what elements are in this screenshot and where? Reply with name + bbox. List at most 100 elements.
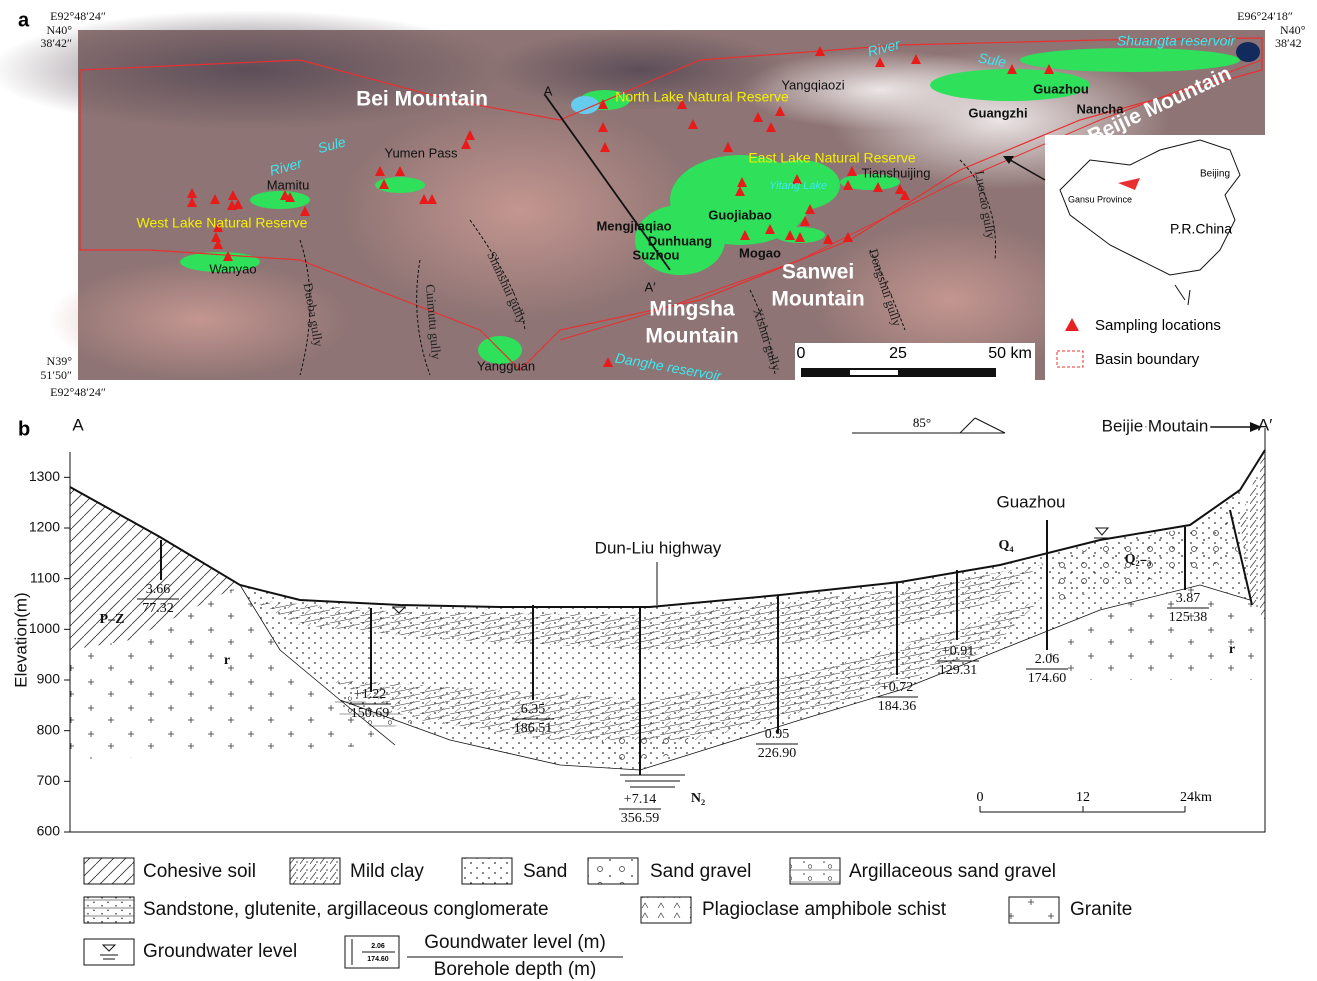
legend-swatch xyxy=(1009,897,1059,923)
town: Suzhou xyxy=(633,247,680,262)
scale-label: 0 xyxy=(797,345,806,362)
coord: N40° xyxy=(47,23,73,37)
legend-label: Granite xyxy=(1070,899,1132,920)
coord: N40° xyxy=(1280,23,1306,37)
legend-swatch xyxy=(462,858,512,884)
y-axis-title: Elevation(m) xyxy=(11,592,30,687)
borehole-level: +0.72 xyxy=(881,680,913,695)
scale-bar xyxy=(801,368,996,377)
legend-swatch xyxy=(84,897,134,923)
water: Yitang Lake xyxy=(769,180,827,192)
panel-label: b xyxy=(18,418,30,440)
borehole-depth: 174.60 xyxy=(1028,671,1067,686)
scale-bar xyxy=(850,370,898,375)
coord: 38′42″ xyxy=(40,36,72,50)
stratum-label: Q₄ xyxy=(998,538,1014,553)
legend-label: Mild clay xyxy=(350,861,424,882)
town: Wanyao xyxy=(209,261,256,276)
y-tick-label: 1200 xyxy=(29,519,60,535)
shape xyxy=(1020,48,1240,72)
borehole-level: 0.95 xyxy=(765,727,790,742)
mountain: Mingsha xyxy=(649,298,734,321)
legend-label: Basin boundary xyxy=(1095,351,1200,368)
legend-icon-text: 174.60 xyxy=(367,956,389,963)
borehole-depth: 77.32 xyxy=(142,601,174,616)
town: Tianshuijing xyxy=(862,165,931,180)
y-tick-label: 1000 xyxy=(29,620,60,636)
reserve: East Lake Natural Reserve xyxy=(748,150,916,166)
stratum-label: P–Z xyxy=(100,612,125,627)
legend-swatch xyxy=(790,858,840,884)
coord: N39° xyxy=(47,354,73,368)
panel-label: a xyxy=(18,9,30,31)
section-end: A′ xyxy=(1258,415,1273,434)
town: Guojiabao xyxy=(708,207,772,222)
coord: E92°48′24″ xyxy=(50,385,106,399)
legend-label: Goundwater level (m) xyxy=(424,932,606,953)
town: Mamitu xyxy=(267,177,310,192)
coord: E92°48′24″ xyxy=(50,9,106,23)
borehole-level: 3.66 xyxy=(146,582,171,597)
borehole-base xyxy=(620,775,685,787)
reserve: West Lake Natural Reserve xyxy=(137,215,308,231)
annotation: Dun-Liu highway xyxy=(595,538,722,557)
legend-label: Cohesive soil xyxy=(143,861,256,882)
reserve: North Lake Natural Reserve xyxy=(615,89,789,105)
legend-swatch xyxy=(84,858,134,884)
legend-swatch xyxy=(641,897,691,923)
annotation: Guazhou xyxy=(997,492,1066,511)
scale-label: 50 km xyxy=(988,345,1032,362)
town: Yumen Pass xyxy=(385,145,458,160)
mountain: Mountain xyxy=(645,325,738,348)
scale-label: 0 xyxy=(977,790,984,805)
town: Dunhuang xyxy=(648,233,712,248)
scale-label: 24km xyxy=(1180,790,1212,805)
scale-label: 25 xyxy=(889,345,907,362)
scale-bar xyxy=(980,806,1185,812)
page: {"map":{"label":"a", "coords":{"top_left… xyxy=(0,0,1317,981)
borehole-depth: 129.31 xyxy=(939,663,978,678)
legend-label: Sandstone, glutenite, argillaceous congl… xyxy=(143,899,549,920)
town: Guazhou xyxy=(1033,81,1089,96)
legend-label: Plagioclase amphibole schist xyxy=(702,899,947,920)
y-tick-label: 600 xyxy=(37,823,61,839)
legend-label: Sand xyxy=(523,861,567,882)
direction-label: Beijie Moutain xyxy=(1102,416,1209,435)
borehole-level: +0.91 xyxy=(942,644,974,659)
y-tick-label: 800 xyxy=(37,721,61,737)
stratum-label: r xyxy=(1229,642,1235,657)
figure: a E92°48′24″ N40° 38′42″ E96°24′18″ N40°… xyxy=(0,0,1317,981)
dip-label: 85° xyxy=(913,415,931,430)
borehole-level: 3.87 xyxy=(1176,591,1201,606)
borehole-level: +7.14 xyxy=(624,792,656,807)
y-tick-label: 1100 xyxy=(30,569,60,585)
section-end: A xyxy=(72,415,84,434)
borehole-depth: 356.59 xyxy=(621,811,660,826)
town: Yangqiaozi xyxy=(781,77,844,92)
borehole-level: +1.22 xyxy=(354,687,386,702)
town: Guangzhi xyxy=(968,105,1027,120)
legend-swatch xyxy=(588,858,638,884)
borehole-depth: 186.51 xyxy=(514,721,553,736)
terrain xyxy=(50,260,350,380)
legend-label: Borehole depth (m) xyxy=(434,959,597,980)
borehole-depth: 226.90 xyxy=(758,746,797,761)
y-tick-label: 700 xyxy=(37,772,61,788)
mountain: Sanwei xyxy=(782,261,854,284)
stratum-label: Q₂₋₃ xyxy=(1125,552,1152,567)
reservoir xyxy=(1236,42,1260,62)
water-level-symbol xyxy=(1094,528,1110,538)
town: Nancha xyxy=(1077,101,1125,116)
town: Mogao xyxy=(739,245,781,260)
legend-label: Groundwater level xyxy=(143,941,297,962)
section-end: A′ xyxy=(644,279,656,294)
terrain xyxy=(0,10,510,130)
borehole-level: 6.35 xyxy=(521,702,546,717)
inset-label: P.R.China xyxy=(1170,221,1232,237)
y-tick-label: 900 xyxy=(37,671,61,687)
mountain: Bei Mountain xyxy=(356,88,488,111)
y-tick-label: 1300 xyxy=(29,468,60,484)
borehole-depth: 184.36 xyxy=(878,699,917,714)
borehole-depth: 125.38 xyxy=(1169,610,1208,625)
